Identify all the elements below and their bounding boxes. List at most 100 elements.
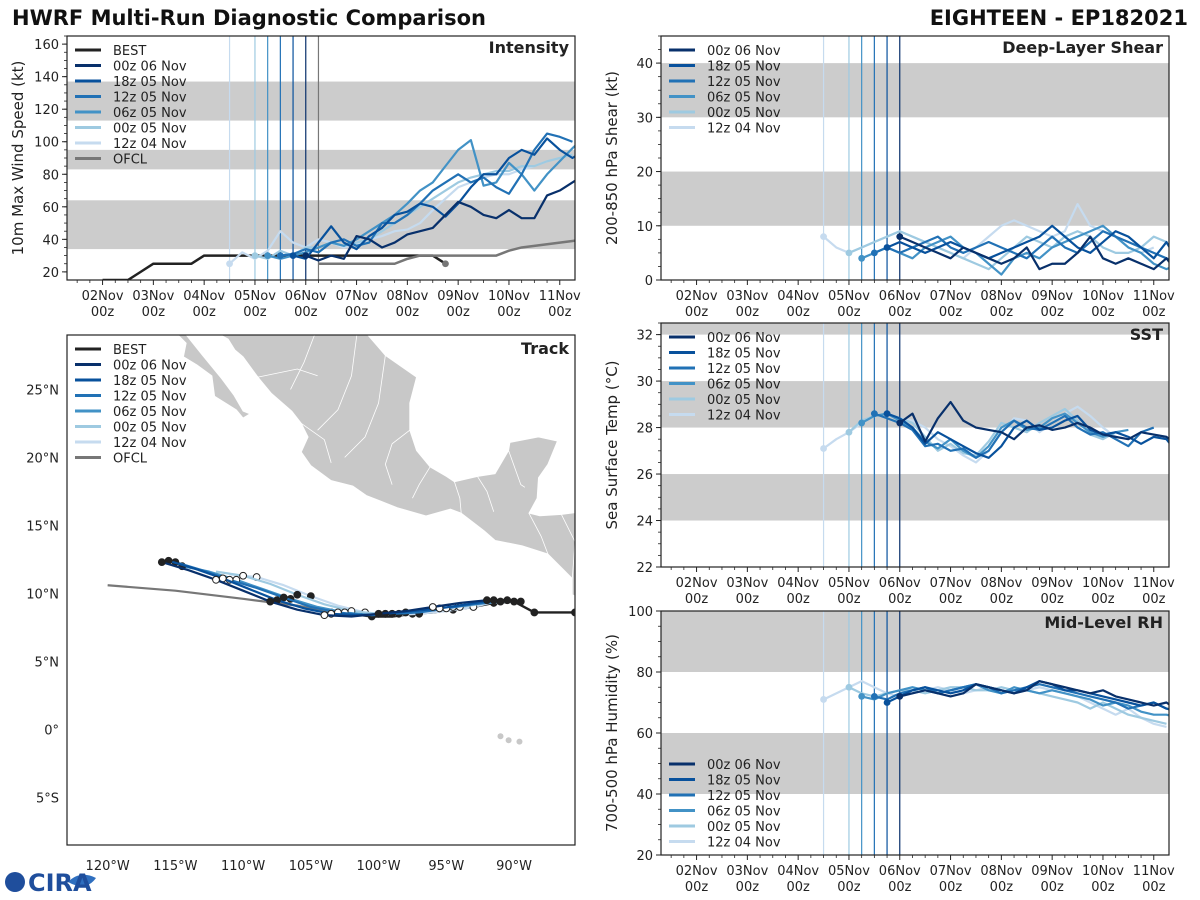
state-border [290, 335, 315, 390]
x-tick-label-date: 07Nov [336, 289, 378, 304]
x-tick-label-hour: 00z [990, 305, 1014, 320]
y-tick-label: 120 [34, 103, 59, 118]
shaded-band [661, 733, 1169, 794]
logo-swirl-icon [68, 874, 96, 887]
init-marker-00z-05-nov [251, 252, 259, 259]
x-tick-label-date: 05Nov [828, 289, 870, 304]
x-tick-label: 105°W [289, 859, 333, 874]
state-border [508, 450, 526, 488]
y-tick-label: 0° [44, 723, 59, 738]
legend-label-12z-05-nov: 12z 05 Nov [707, 75, 781, 90]
state-border [477, 476, 495, 512]
state-border [582, 580, 600, 591]
legend-label-00z-06-nov: 00z 06 Nov [707, 331, 781, 346]
x-tick-label-date: 11Nov [1133, 864, 1175, 879]
series-line-00z-05-nov [848, 230, 1167, 271]
x-tick-label-hour: 00z [736, 592, 760, 607]
x-tick-label-date: 08Nov [980, 864, 1022, 879]
figure-title: HWRF Multi-Run Diagnostic Comparison [12, 6, 486, 30]
track-panel: 120°W 115°W 110°W 105°W 100°W 95°W 90°W 5°S 0° 5°… [26, 334, 600, 874]
plot-frame [660, 322, 1170, 568]
init-marker-18z-05-nov [883, 410, 891, 418]
init-marker-18z-05-nov [883, 699, 891, 706]
x-tick-label-date: 11Nov [1133, 576, 1175, 591]
y-axis-label: 200-850 hPa Shear (kt) [603, 71, 621, 245]
x-tick-label-hour: 00z [548, 305, 572, 320]
x-tick-label-hour: 00z [1142, 305, 1166, 320]
legend-label-18z-05-nov: 18z 05 Nov [707, 60, 781, 75]
x-tick-label-hour: 00z [736, 880, 760, 895]
state-border [412, 466, 431, 499]
x-tick-label-date: 11Nov [1133, 289, 1175, 304]
x-tick-label-hour: 00z [396, 305, 420, 320]
x-tick-label-hour: 00z [837, 592, 861, 607]
x-tick-label-date: 05Nov [828, 864, 870, 879]
series-line-18z-05-nov [886, 224, 1169, 260]
x-tick-label-hour: 00z [786, 880, 810, 895]
x-tick-label-hour: 00z [192, 305, 216, 320]
x-tick-label-date: 08Nov [980, 289, 1022, 304]
track-position-marker [483, 596, 491, 605]
series-line-18z-05-nov [886, 680, 1169, 711]
shaded-band [661, 611, 1169, 672]
y-tick-label: 80 [42, 168, 59, 183]
state-border [301, 423, 332, 463]
series-line-00z-06-nov [899, 680, 1169, 707]
x-tick-label-date: 06Nov [879, 289, 921, 304]
series-line-best [102, 254, 447, 280]
init-marker-12z-04-nov [820, 696, 827, 703]
x-tick-label-hour: 00z [736, 305, 760, 320]
track-position-marker [266, 597, 275, 606]
legend-label-12z-05-nov: 12z 05 Nov [707, 362, 781, 377]
init-marker-00z-05-nov [845, 428, 853, 436]
state-border [257, 368, 318, 378]
series-line-00z-06-nov [899, 400, 1169, 443]
y-tick-label: 5°N [35, 655, 60, 670]
y-tick-label: 25°N [26, 383, 59, 398]
init-marker-ofcl [442, 260, 449, 268]
x-tick-label-date: 08Nov [386, 289, 428, 304]
init-marker-18z-05-nov [289, 252, 297, 259]
legend-label-12z-04-nov: 12z 04 Nov [707, 409, 781, 424]
y-tick-label: 10°N [26, 587, 59, 602]
y-tick-label: 40 [636, 57, 653, 72]
legend-label-12z-05-nov: 12z 05 Nov [707, 789, 781, 804]
legend-label-06z-05-nov: 06z 05 Nov [707, 378, 781, 393]
track-position-marker [496, 597, 505, 606]
y-axis-label: 10m Max Wind Speed (kt) [9, 61, 27, 256]
x-tick-label-hour: 00z [837, 880, 861, 895]
legend-label-18z-05-nov: 18z 05 Nov [113, 75, 187, 90]
x-tick-label-date: 09Nov [1031, 289, 1073, 304]
series-line-12z-05-nov [873, 230, 1169, 261]
x-tick-label-hour: 00z [685, 880, 709, 895]
track-position-marker [530, 608, 539, 617]
track-position-marker [320, 611, 329, 620]
x-tick-label-date: 05Nov [828, 576, 870, 591]
y-tick-label: 160 [34, 38, 59, 53]
plot-frame [66, 334, 576, 846]
x-tick-label-hour: 00z [888, 592, 912, 607]
x-tick-label-date: 06Nov [879, 576, 921, 591]
track-position-marker [157, 558, 166, 567]
shaded-band [661, 323, 1169, 335]
y-tick-label: 0 [645, 274, 653, 289]
panel-title: SST [1130, 325, 1163, 344]
legend-label-18z-05-nov: 18z 05 Nov [707, 774, 781, 789]
x-tick-label-date: 09Nov [1031, 576, 1073, 591]
island [497, 733, 504, 740]
x-tick-label-date: 07Nov [930, 289, 972, 304]
init-marker-12z-04-nov [226, 260, 233, 268]
series-line-ofcl [318, 239, 575, 265]
legend-label-ofcl: OFCL [113, 452, 148, 467]
y-tick-label: 20 [636, 166, 653, 181]
track-position-marker [374, 609, 383, 618]
panel-title: Intensity [489, 38, 570, 57]
init-marker-12z-05-nov [870, 249, 878, 257]
x-tick-label-hour: 00z [888, 880, 912, 895]
series-line-06z-05-nov [267, 139, 575, 260]
x-tick-label-hour: 00z [837, 305, 861, 320]
x-tick-label-hour: 00z [446, 305, 470, 320]
x-tick-label-date: 05Nov [234, 289, 276, 304]
track-position-marker [510, 597, 518, 606]
legend-label-12z-05-nov: 12z 05 Nov [113, 91, 187, 106]
